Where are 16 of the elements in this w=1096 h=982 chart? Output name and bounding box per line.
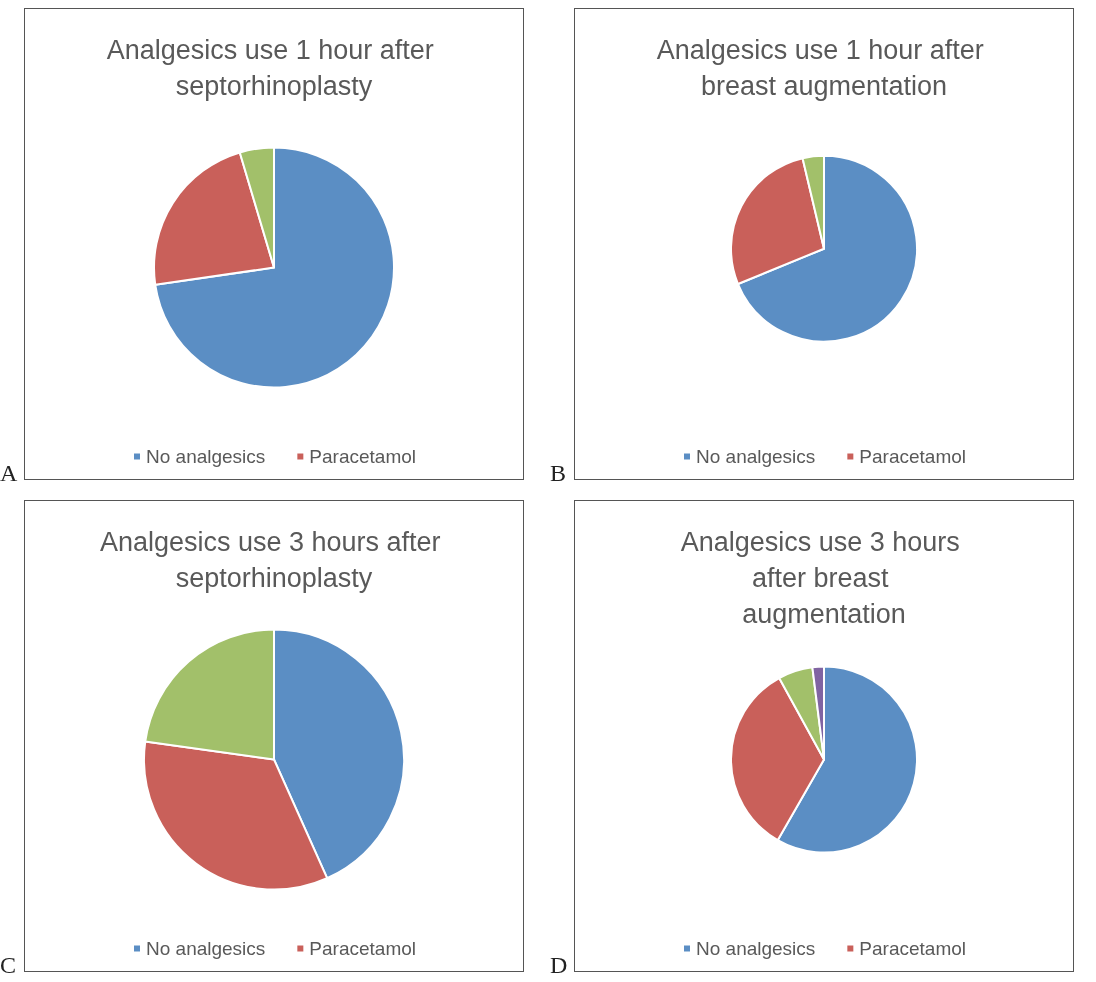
text: C — [0, 952, 17, 978]
legend-label: No analgesics — [146, 938, 266, 959]
legend-label: Paracetamol — [309, 938, 417, 959]
chart-title: Analgesics use 1 hour after breast augmentation — [656, 35, 992, 101]
chart-title: Analgesics use 3 hours after breast augmentation — [680, 527, 968, 629]
chart-title: Analgesics use 1 hour after septorhinoplasty — [106, 35, 442, 101]
legend-label: No analgesics — [146, 446, 266, 467]
legend-label: Paracetamol — [859, 938, 967, 959]
legend-label: Paracetamol — [309, 446, 417, 467]
legend-label: No analgesics — [696, 446, 816, 467]
legend-label: Paracetamol — [859, 446, 967, 467]
chart-title: Analgesics use 3 hours after septorhinoplasty — [99, 527, 449, 593]
text: B — [550, 460, 567, 486]
text: A — [0, 460, 18, 486]
text: D — [550, 952, 568, 978]
legend-label: No analgesics — [696, 938, 816, 959]
